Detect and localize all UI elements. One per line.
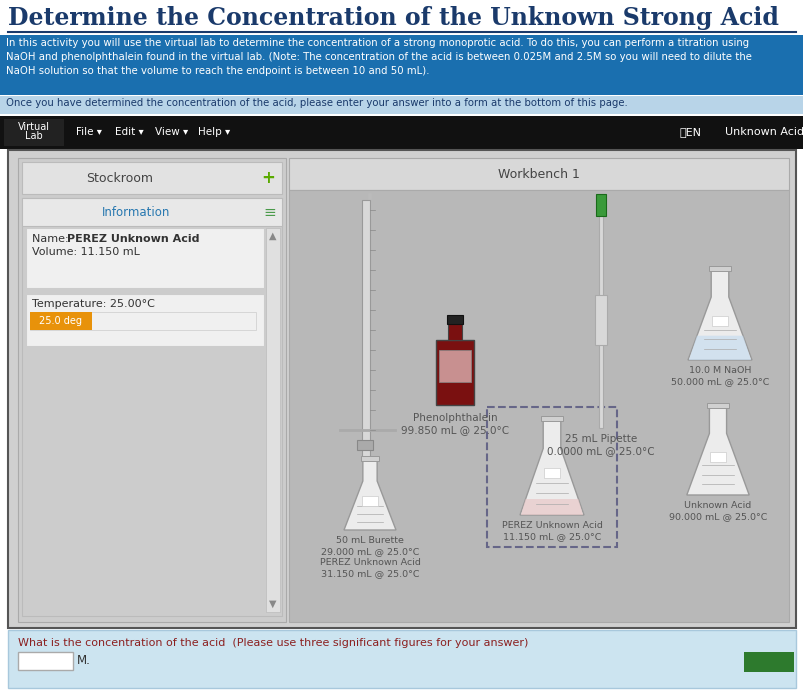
Text: Stockroom: Stockroom [87,171,153,184]
Polygon shape [520,499,582,515]
Text: ≡: ≡ [263,205,276,219]
Bar [544,468,560,478]
Text: Information: Information [102,205,170,219]
Text: Lab: Lab [25,131,43,141]
Text: 90.000 mL @ 25.0°C: 90.000 mL @ 25.0°C [668,512,766,521]
Polygon shape [688,335,750,360]
Text: Workbench 1: Workbench 1 [497,168,579,180]
Bar [30,312,92,330]
Text: 25 mL Pipette: 25 mL Pipette [565,434,636,444]
Text: 29.000 mL @ 25.0°C: 29.000 mL @ 25.0°C [320,547,418,556]
Text: File ▾: File ▾ [76,127,102,137]
Bar [595,194,605,216]
Text: 25.0 deg: 25.0 deg [39,316,83,326]
Bar [594,295,606,345]
Text: Unknown Acid: Unknown Acid [683,501,751,510]
Bar [8,150,795,628]
Text: 10.0 M NaOH: 10.0 M NaOH [688,366,750,375]
Text: Determine the Concentration of the Unknown Strong Acid: Determine the Concentration of the Unkno… [8,6,778,30]
Bar [22,198,282,616]
Polygon shape [687,270,751,360]
Text: In this activity you will use the virtual lab to determine the concentration of : In this activity you will use the virtua… [6,38,748,48]
Bar [22,162,282,194]
Text: Virtual: Virtual [18,122,50,132]
Text: NaOH and phenolphthalein found in the virtual lab. (Note: The concentration of t: NaOH and phenolphthalein found in the vi… [6,52,751,62]
Text: ▲: ▲ [269,231,276,241]
Text: Phenolphthalein: Phenolphthalein [412,413,497,423]
Polygon shape [344,460,396,530]
Bar [540,416,562,421]
Bar [707,403,728,408]
Bar [22,198,282,226]
Bar [0,116,803,149]
Bar [487,407,616,547]
Bar [18,652,73,670]
Bar [709,452,725,462]
Bar [8,630,795,688]
Text: Edit ▾: Edit ▾ [115,127,144,137]
Text: Check: Check [748,656,788,668]
Text: Volume: 11.150 mL: Volume: 11.150 mL [32,247,140,257]
Bar [288,190,788,622]
Bar [26,294,263,346]
Text: 0.0000 mL @ 25.0°C: 0.0000 mL @ 25.0°C [547,446,654,456]
Text: M.: M. [77,654,91,667]
Text: PEREZ Unknown Acid: PEREZ Unknown Acid [319,558,420,567]
Text: PEREZ Unknown Acid: PEREZ Unknown Acid [67,234,199,244]
Text: +: + [261,169,275,187]
Bar [598,198,602,428]
Text: 31.150 mL @ 25.0°C: 31.150 mL @ 25.0°C [320,569,418,578]
Text: NaOH solution so that the volume to reach the endpoint is between 10 and 50 mL).: NaOH solution so that the volume to reac… [6,66,429,76]
Text: Name:: Name: [32,234,72,244]
Text: ▼: ▼ [269,599,276,609]
Text: Unknown Acid Problem: Unknown Acid Problem [724,127,803,137]
Text: PEREZ Unknown Acid: PEREZ Unknown Acid [501,521,601,530]
Bar [435,340,474,405]
Text: 50.000 mL @ 25.0°C: 50.000 mL @ 25.0°C [670,377,768,386]
Text: Help ▾: Help ▾ [198,127,230,137]
Text: Temperature: 25.00°C: Temperature: 25.00°C [32,299,155,309]
Bar [288,158,788,190]
Bar [361,456,379,461]
Bar [4,119,64,146]
Bar [708,266,730,271]
Bar [0,35,803,95]
Text: 50 mL Burette: 50 mL Burette [336,536,403,545]
Bar [357,440,373,450]
Bar [30,312,255,330]
Text: 99.850 mL @ 25.0°C: 99.850 mL @ 25.0°C [401,425,508,435]
Bar [18,158,286,622]
Bar [743,652,793,672]
Text: View ▾: View ▾ [155,127,188,137]
Bar [0,96,803,114]
Polygon shape [686,407,748,495]
Text: What is the concentration of the acid  (Please use three significant figures for: What is the concentration of the acid (P… [18,638,528,648]
Text: Once you have determined the concentration of the acid, please enter your answer: Once you have determined the concentrati… [6,98,627,108]
Bar [438,350,471,382]
Bar [266,228,279,612]
Bar [361,200,369,460]
Bar [26,228,263,288]
Bar [447,324,462,340]
Bar [361,496,377,506]
Bar [711,316,727,326]
Bar [446,315,463,324]
Polygon shape [520,420,583,515]
Text: 11.150 mL @ 25.0°C: 11.150 mL @ 25.0°C [502,532,601,541]
Text: ⓔEN: ⓔEN [679,127,701,137]
